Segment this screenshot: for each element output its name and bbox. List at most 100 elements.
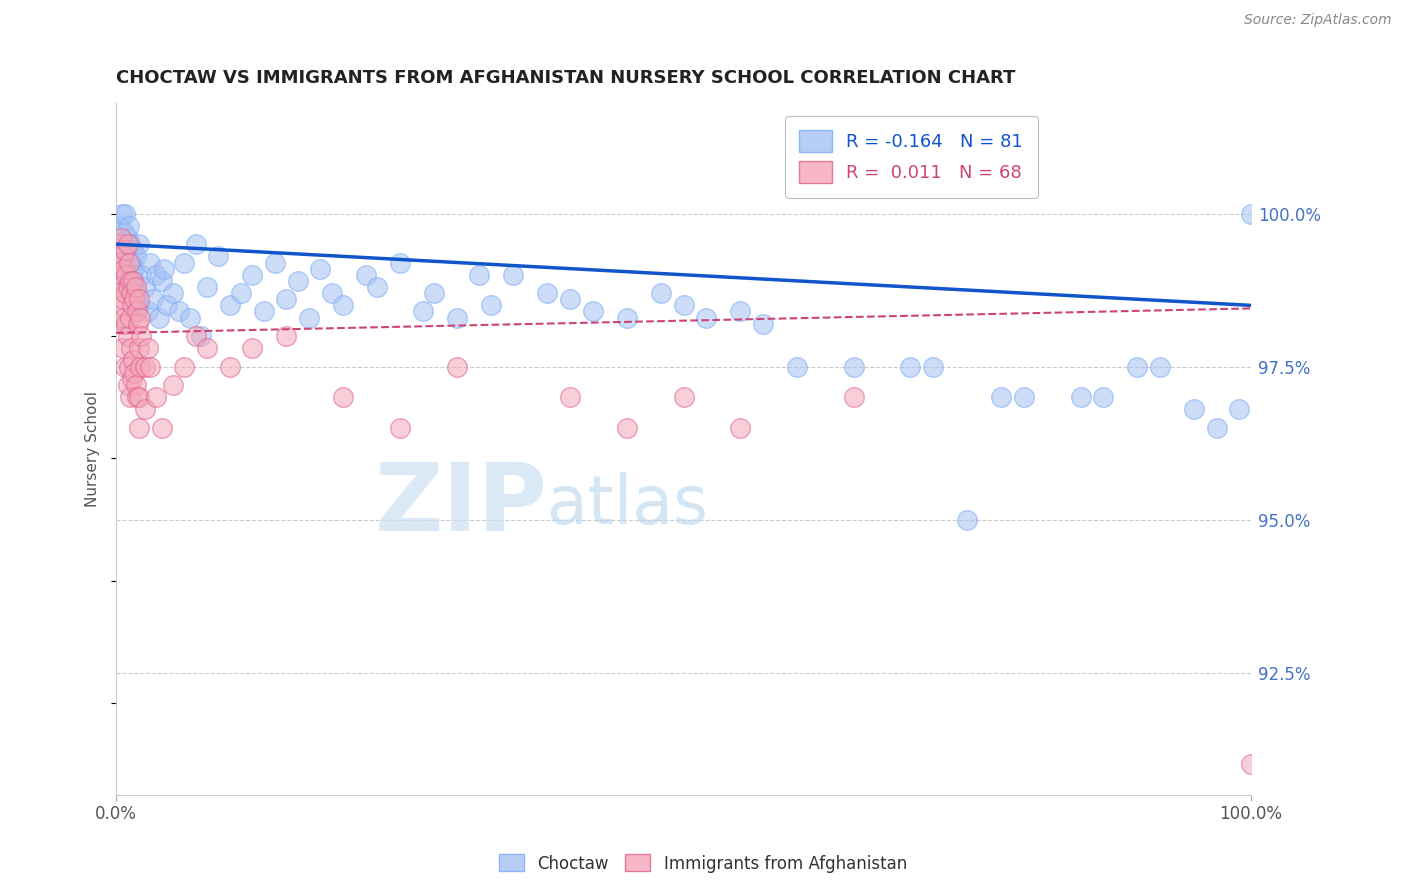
Point bbox=[922, 359, 945, 374]
Point bbox=[695, 310, 717, 325]
Point bbox=[124, 378, 146, 392]
Point bbox=[136, 304, 159, 318]
Point bbox=[276, 329, 298, 343]
Point bbox=[136, 341, 159, 355]
Point bbox=[139, 255, 162, 269]
Point bbox=[117, 237, 139, 252]
Point bbox=[195, 280, 218, 294]
Point bbox=[672, 298, 695, 312]
Point bbox=[956, 513, 979, 527]
Point bbox=[276, 292, 298, 306]
Point bbox=[1240, 757, 1263, 772]
Point bbox=[112, 341, 135, 355]
Point bbox=[128, 421, 150, 435]
Point bbox=[332, 390, 354, 404]
Text: atlas: atlas bbox=[547, 472, 709, 538]
Point bbox=[150, 274, 173, 288]
Legend: Choctaw, Immigrants from Afghanistan: Choctaw, Immigrants from Afghanistan bbox=[492, 847, 914, 880]
Point bbox=[129, 329, 152, 343]
Point bbox=[128, 292, 150, 306]
Point bbox=[117, 274, 139, 288]
Point bbox=[1229, 402, 1251, 417]
Point bbox=[124, 366, 146, 380]
Point bbox=[388, 421, 411, 435]
Point bbox=[842, 390, 865, 404]
Point bbox=[162, 378, 184, 392]
Point bbox=[218, 298, 240, 312]
Point bbox=[842, 359, 865, 374]
Point bbox=[423, 286, 446, 301]
Point bbox=[122, 274, 145, 288]
Point bbox=[1182, 402, 1205, 417]
Point bbox=[117, 280, 139, 294]
Point bbox=[112, 261, 135, 276]
Point bbox=[900, 359, 922, 374]
Point bbox=[118, 359, 141, 374]
Point bbox=[112, 225, 135, 239]
Point bbox=[134, 280, 156, 294]
Point bbox=[990, 390, 1012, 404]
Point bbox=[502, 268, 524, 282]
Point bbox=[117, 378, 139, 392]
Point bbox=[124, 280, 146, 294]
Point bbox=[298, 310, 321, 325]
Point bbox=[115, 249, 138, 263]
Point bbox=[114, 244, 136, 258]
Point bbox=[121, 298, 143, 312]
Point bbox=[167, 304, 190, 318]
Point bbox=[118, 310, 141, 325]
Point bbox=[110, 231, 132, 245]
Point bbox=[1012, 390, 1035, 404]
Point bbox=[115, 317, 138, 331]
Point bbox=[672, 390, 695, 404]
Point bbox=[162, 286, 184, 301]
Point bbox=[264, 255, 287, 269]
Point bbox=[446, 359, 468, 374]
Point bbox=[650, 286, 672, 301]
Point bbox=[1126, 359, 1149, 374]
Y-axis label: Nursery School: Nursery School bbox=[86, 392, 100, 508]
Point bbox=[1070, 390, 1092, 404]
Point bbox=[128, 390, 150, 404]
Point bbox=[127, 317, 149, 331]
Point bbox=[120, 341, 142, 355]
Point bbox=[229, 286, 252, 301]
Point bbox=[121, 268, 143, 282]
Point bbox=[1205, 421, 1227, 435]
Point bbox=[479, 298, 502, 312]
Point bbox=[124, 292, 146, 306]
Point bbox=[287, 274, 309, 288]
Point bbox=[121, 372, 143, 386]
Point bbox=[1092, 390, 1115, 404]
Point bbox=[195, 341, 218, 355]
Point bbox=[616, 421, 638, 435]
Point bbox=[536, 286, 558, 301]
Point bbox=[111, 268, 134, 282]
Point bbox=[111, 237, 134, 252]
Point bbox=[752, 317, 775, 331]
Point bbox=[112, 292, 135, 306]
Point bbox=[1149, 359, 1171, 374]
Point bbox=[388, 255, 411, 269]
Point bbox=[111, 317, 134, 331]
Point bbox=[156, 298, 179, 312]
Point bbox=[786, 359, 808, 374]
Point bbox=[117, 231, 139, 245]
Point bbox=[129, 268, 152, 282]
Point bbox=[582, 304, 605, 318]
Point bbox=[148, 310, 170, 325]
Point bbox=[114, 359, 136, 374]
Point bbox=[242, 268, 264, 282]
Point bbox=[108, 280, 131, 294]
Point bbox=[207, 249, 229, 263]
Point bbox=[122, 353, 145, 368]
Point bbox=[111, 206, 134, 220]
Point bbox=[117, 329, 139, 343]
Point bbox=[446, 310, 468, 325]
Point bbox=[120, 286, 142, 301]
Point bbox=[124, 261, 146, 276]
Point bbox=[366, 280, 388, 294]
Point bbox=[129, 310, 152, 325]
Point bbox=[1240, 206, 1263, 220]
Point bbox=[118, 219, 141, 233]
